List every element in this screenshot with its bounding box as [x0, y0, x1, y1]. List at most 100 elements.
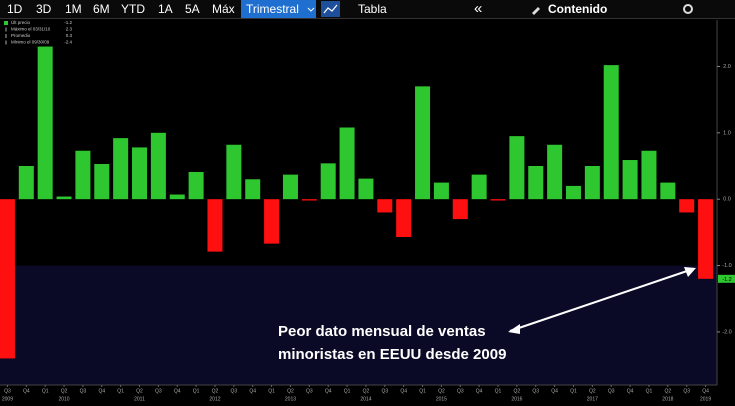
range-button[interactable]: 3D [36, 2, 52, 16]
period-label[interactable]: Trimestral [246, 2, 299, 16]
x-tick-label: Q1 [268, 388, 275, 394]
bar [660, 182, 676, 200]
y-tick-label: -1.0 [722, 263, 731, 269]
x-tick-label: Q2 [287, 388, 294, 394]
x-tick-label: Q4 [174, 388, 181, 394]
legend-swatch [4, 21, 8, 25]
bar [207, 199, 223, 252]
bar [0, 199, 15, 359]
x-tick-label: Q3 [155, 388, 162, 394]
legend-value: -1.2 [64, 20, 72, 25]
chart-icon-button[interactable] [321, 1, 340, 17]
x-tick-label: Q2 [363, 388, 370, 394]
bar [245, 179, 261, 200]
bar [226, 144, 242, 200]
x-year-label: 2009 [2, 396, 13, 402]
legend-label: Máximo el 03/31/10 [11, 27, 51, 32]
range-button[interactable]: 5A [185, 2, 200, 16]
x-year-label: 2015 [436, 396, 447, 402]
bar [188, 171, 204, 200]
toolbar: 1D 3D 1M 6M YTD 1A 5A Máx Trimestral Tabla « Co… [0, 0, 735, 19]
x-tick-label: Q3 [80, 388, 87, 394]
x-tick-label: Q1 [117, 388, 124, 394]
x-year-label: 2016 [511, 396, 522, 402]
range-button[interactable]: 1M [65, 2, 82, 16]
x-tick-label: Q4 [551, 388, 558, 394]
x-tick-label: Q2 [438, 388, 445, 394]
x-tick-label: Q1 [42, 388, 49, 394]
bar [396, 199, 412, 238]
annotation-arrowhead [508, 324, 520, 334]
x-tick-label: Q4 [325, 388, 332, 394]
bar [415, 86, 431, 200]
annotation-arrowhead [684, 267, 696, 277]
x-tick-label: Q1 [193, 388, 200, 394]
x-tick-label: Q2 [212, 388, 219, 394]
bar [113, 138, 129, 200]
x-tick-label: Q3 [457, 388, 464, 394]
x-tick-label: Q2 [664, 388, 671, 394]
bar [56, 196, 72, 200]
legend-label: Promedio [11, 33, 31, 38]
range-button[interactable]: 1D [7, 2, 23, 16]
bar [698, 199, 714, 279]
annotation-text: Peor dato mensual de ventas [278, 323, 486, 340]
edit-icon [532, 7, 540, 15]
x-year-label: 2019 [700, 396, 711, 402]
bar [433, 182, 449, 200]
x-tick-label: Q2 [136, 388, 143, 394]
bar [358, 178, 374, 200]
bar [547, 144, 563, 200]
x-tick-label: Q3 [4, 388, 11, 394]
bar [264, 199, 280, 244]
bar [584, 166, 600, 200]
range-button[interactable]: YTD [121, 2, 145, 16]
x-tick-label: Q4 [249, 388, 256, 394]
x-tick-label: Q4 [476, 388, 483, 394]
legend-value: 2.3 [66, 27, 73, 32]
period-dropdown[interactable] [241, 0, 316, 18]
legend-value: 0.3 [66, 33, 73, 38]
x-tick-label: Q4 [400, 388, 407, 394]
legend-label: Mínimo el 09/30/09 [11, 40, 50, 45]
bar [622, 160, 638, 200]
x-year-label: 2017 [587, 396, 598, 402]
last-value-badge [718, 274, 735, 283]
collapse-button[interactable]: « [474, 0, 483, 17]
bar [452, 199, 468, 220]
x-tick-label: Q1 [344, 388, 351, 394]
x-tick-label: Q4 [702, 388, 709, 394]
x-tick-label: Q3 [532, 388, 539, 394]
x-tick-label: Q2 [514, 388, 521, 394]
x-tick-label: Q1 [495, 388, 502, 394]
legend-value: -2.4 [64, 40, 72, 45]
x-year-label: 2010 [58, 396, 69, 402]
x-year-label: 2012 [209, 396, 220, 402]
bar [94, 164, 110, 200]
bar [301, 199, 317, 201]
bar [471, 174, 487, 200]
y-tick-label: 0.0 [723, 197, 731, 203]
range-button[interactable]: 6M [93, 2, 110, 16]
bar [75, 150, 91, 200]
shaded-region [0, 265, 717, 385]
x-tick-label: Q3 [608, 388, 615, 394]
bar [282, 174, 298, 200]
settings-icon[interactable] [683, 4, 693, 14]
range-button[interactable]: 1A [158, 2, 173, 16]
contents-button[interactable]: Contenido [548, 2, 608, 16]
bar [509, 136, 525, 200]
bar [339, 127, 355, 200]
x-tick-label: Q1 [570, 388, 577, 394]
x-tick-label: Q3 [231, 388, 238, 394]
range-button[interactable]: Máx [212, 2, 235, 16]
x-tick-label: Q3 [683, 388, 690, 394]
bar [603, 65, 619, 200]
bar [490, 199, 506, 201]
bar [679, 199, 695, 213]
view-button[interactable]: Tabla [358, 2, 387, 16]
x-tick-label: Q1 [646, 388, 653, 394]
x-tick-label: Q4 [23, 388, 30, 394]
bar [18, 166, 34, 200]
